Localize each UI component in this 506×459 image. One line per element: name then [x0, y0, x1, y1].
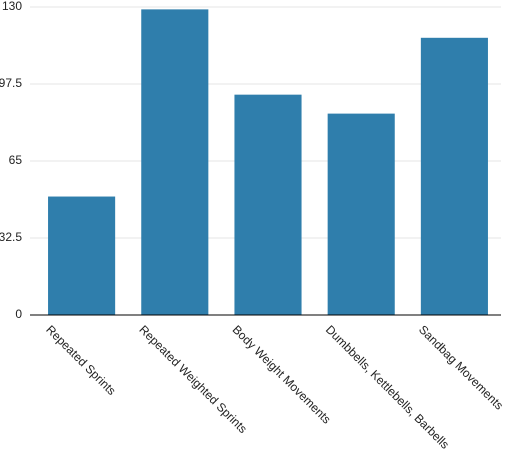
- y-tick-label: 0: [15, 307, 22, 321]
- bar: [234, 94, 302, 316]
- bar: [141, 9, 209, 315]
- bar: [420, 37, 488, 316]
- x-tick-label: Body Weight Movements: [230, 322, 334, 426]
- bar: [48, 196, 116, 315]
- bar: [327, 113, 395, 315]
- y-tick-label: 65: [9, 153, 23, 167]
- x-tick-label: Repeated Sprints: [43, 322, 118, 397]
- y-tick-label: 32.5: [0, 230, 22, 244]
- x-tick-label: Repeated Weighted Sprints: [136, 322, 250, 436]
- y-tick-label: 130: [2, 0, 22, 13]
- x-tick-label: Sandbag Movements: [416, 322, 506, 412]
- y-tick-label: 97.5: [0, 76, 22, 90]
